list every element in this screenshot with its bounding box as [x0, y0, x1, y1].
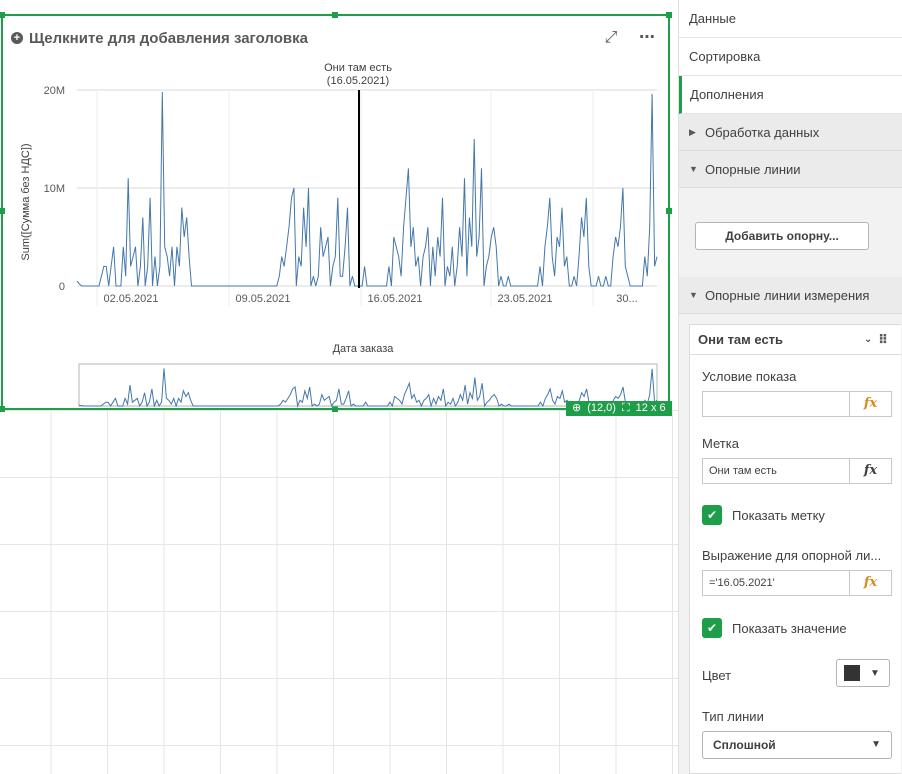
fx-icon[interactable]: fx — [849, 571, 891, 595]
x-axis-title: Дата заказа — [332, 343, 394, 355]
caret-down-icon: ▼ — [871, 739, 881, 750]
section-data-processing-label: Обработка данных — [705, 124, 820, 140]
x-tick-label: 02.05.2021 — [103, 293, 158, 305]
reference-line-name: Они там есть — [324, 62, 392, 74]
show-condition-value[interactable] — [703, 392, 849, 416]
sheet-canvas: + Щелкните для добавления заголовка ⤢ ⋯ … — [0, 12, 678, 774]
object-position: (12,0) — [587, 402, 616, 414]
tab-sorting[interactable]: Сортировка — [679, 38, 902, 76]
section-dimension-reference-lines[interactable]: ▼ Опорные линии измерения — [679, 277, 902, 314]
resize-handle-bl[interactable] — [0, 406, 5, 412]
reference-line-card: Они там есть ⌄ ⠿ Условие показа fx Метка… — [689, 324, 901, 774]
section-reference-lines[interactable]: ▼ Опорные линии — [679, 151, 902, 188]
line-type-value: Сплошной — [713, 738, 776, 752]
label-field-label: Метка — [702, 436, 739, 451]
resize-handle-left[interactable] — [0, 208, 5, 214]
checkmark-icon[interactable]: ✔ — [702, 505, 722, 525]
caret-down-icon: ▼ — [689, 289, 698, 300]
chart-object[interactable]: + Щелкните для добавления заголовка ⤢ ⋯ … — [0, 12, 672, 412]
color-picker-button[interactable]: ▼ — [836, 659, 890, 687]
show-condition-label: Условие показа — [702, 369, 797, 384]
show-value-checkbox-row[interactable]: ✔ Показать значение — [702, 618, 847, 638]
checkmark-icon[interactable]: ✔ — [702, 618, 722, 638]
add-reference-line-button[interactable]: Добавить опорну... — [695, 222, 869, 250]
x-tick-label: 09.05.2021 — [235, 293, 290, 305]
section-reference-lines-label: Опорные линии — [705, 161, 801, 177]
reference-line-value: (16.05.2021) — [326, 75, 390, 87]
resize-handle-tl[interactable] — [0, 12, 5, 18]
x-tick-label: 16.05.2021 — [367, 293, 422, 305]
caret-right-icon: ▶ — [689, 126, 696, 137]
drag-handle-icon[interactable]: ⠿ — [878, 332, 889, 347]
reference-line-label: Они там есть (16.05.2021) — [303, 62, 413, 88]
position-icon: ⊕ — [572, 402, 582, 414]
chart-title-placeholder[interactable]: Щелкните для добавления заголовка — [29, 29, 308, 47]
section-dimension-reference-lines-label: Опорные линии измерения — [705, 287, 870, 303]
color-swatch — [844, 665, 860, 681]
x-tick-label: 30... — [616, 293, 637, 305]
show-condition-input[interactable]: fx — [702, 391, 892, 417]
expression-input[interactable]: ='16.05.2021' fx — [702, 570, 892, 596]
resize-handle-bottom[interactable] — [332, 406, 338, 412]
label-input[interactable]: Они там есть fx — [702, 458, 892, 484]
sheet-grid — [0, 410, 678, 774]
reference-line-card-header[interactable]: Они там есть ⌄ ⠿ — [690, 325, 901, 355]
tab-data[interactable]: Данные — [679, 0, 902, 38]
object-size: 12 x 6 — [635, 402, 666, 414]
resize-handle-top[interactable] — [332, 12, 338, 18]
expand-icon[interactable]: ⤢ — [604, 29, 618, 46]
properties-panel: Данные Сортировка Дополнения ▶ Обработка… — [678, 0, 902, 774]
tab-addons[interactable]: Дополнения — [679, 76, 902, 114]
expression-label: Выражение для опорной ли... — [702, 548, 882, 563]
reference-line-card-title: Они там есть — [698, 332, 784, 347]
section-data-processing[interactable]: ▶ Обработка данных — [679, 114, 902, 151]
range-selector-series — [78, 368, 658, 408]
resize-handle-right[interactable] — [666, 208, 672, 214]
resize-handle-tr[interactable] — [666, 12, 672, 18]
series-line — [76, 91, 658, 287]
expression-value[interactable]: ='16.05.2021' — [709, 577, 775, 589]
line-type-select[interactable]: Сплошной ▼ — [702, 731, 892, 759]
y-tick-label: 0 — [59, 281, 65, 293]
label-value[interactable]: Они там есть — [709, 465, 777, 477]
show-label-checkbox-row[interactable]: ✔ Показать метку — [702, 505, 825, 525]
color-label: Цвет — [702, 668, 732, 683]
more-options-icon[interactable]: ⋯ — [639, 29, 655, 46]
fx-icon[interactable]: fx — [849, 392, 891, 416]
caret-down-icon: ▼ — [689, 163, 698, 174]
size-icon: ⛶ — [621, 402, 630, 414]
fx-icon[interactable]: fx — [849, 459, 891, 483]
line-type-label: Тип линии — [702, 709, 764, 724]
chart-title-row[interactable]: + Щелкните для добавления заголовка — [11, 28, 308, 48]
chevron-down-icon[interactable]: ⌄ — [864, 334, 873, 345]
x-tick-label: 23.05.2021 — [497, 293, 552, 305]
status-badge: ⊕ (12,0) ⛶ 12 x 6 — [566, 401, 672, 416]
show-label-text: Показать метку — [732, 507, 825, 523]
add-title-icon[interactable]: + — [11, 32, 23, 44]
y-tick-label: 20M — [44, 85, 65, 97]
show-value-text: Показать значение — [732, 620, 847, 636]
caret-down-icon: ▼ — [870, 667, 880, 679]
line-chart[interactable]: 20M 10M 0 02.05.2021 09.05.2021 16.05.2021 23… — [3, 16, 668, 408]
y-tick-label: 10M — [44, 183, 65, 195]
